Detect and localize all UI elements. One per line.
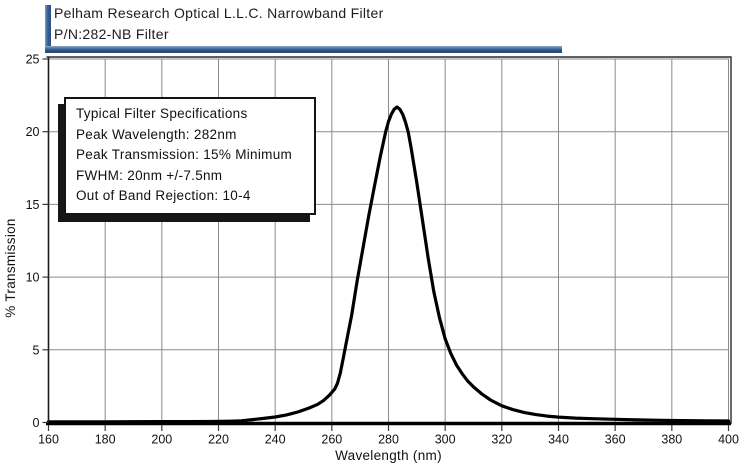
x-axis-title: Wavelength (nm) bbox=[335, 448, 442, 463]
y-tick-labels: 0 5 10 15 20 25 bbox=[26, 53, 40, 431]
x-tick-label: 400 bbox=[718, 433, 739, 447]
y-tick-label: 5 bbox=[33, 343, 40, 357]
part-number: P/N:282-NB Filter bbox=[54, 26, 169, 42]
title-underline bbox=[45, 46, 562, 53]
spec-box: Typical Filter Specifications Peak Wavel… bbox=[64, 97, 316, 215]
y-tick-label: 25 bbox=[26, 53, 40, 67]
x-tick-label: 180 bbox=[95, 433, 116, 447]
x-tick-label: 300 bbox=[435, 433, 456, 447]
y-tick-label: 15 bbox=[26, 198, 40, 212]
x-tick-label: 160 bbox=[38, 433, 59, 447]
spec-heading: Typical Filter Specifications bbox=[76, 106, 248, 121]
y-axis-title: % Transmission bbox=[3, 218, 18, 317]
title-accent-bar bbox=[45, 5, 51, 51]
spec-peak-wavelength: Peak Wavelength: 282nm bbox=[76, 126, 237, 142]
x-tick-label: 240 bbox=[265, 433, 286, 447]
x-tick-label: 380 bbox=[661, 433, 682, 447]
y-tick-label: 0 bbox=[33, 416, 40, 430]
x-tick-label: 200 bbox=[151, 433, 172, 447]
x-tick-label: 320 bbox=[491, 433, 512, 447]
spec-fwhm: FWHM: 20nm +/-7.5nm bbox=[76, 167, 223, 183]
x-tick-label: 340 bbox=[548, 433, 569, 447]
x-tick-labels: 160 180 200 220 240 260 280 300 320 340 360 380 400 bbox=[38, 433, 739, 447]
chart-frame bbox=[46, 56, 732, 424]
spec-peak-transmission: Peak Transmission: 15% Minimum bbox=[76, 147, 293, 162]
x-tick-label: 280 bbox=[378, 433, 399, 447]
x-tick-label: 360 bbox=[605, 433, 626, 447]
y-tick-label: 10 bbox=[26, 271, 40, 285]
header: Pelham Research Optical L.L.C. Narrowban… bbox=[54, 3, 384, 45]
chart-title: Pelham Research Optical L.L.C. Narrowban… bbox=[54, 5, 384, 21]
y-tick-label: 20 bbox=[26, 125, 40, 139]
x-tick-label: 260 bbox=[321, 433, 342, 447]
ticks bbox=[42, 58, 730, 431]
spec-out-of-band: Out of Band Rejection: 10-4 bbox=[76, 188, 251, 203]
filter-curve bbox=[46, 105, 731, 424]
x-tick-label: 220 bbox=[208, 433, 229, 447]
